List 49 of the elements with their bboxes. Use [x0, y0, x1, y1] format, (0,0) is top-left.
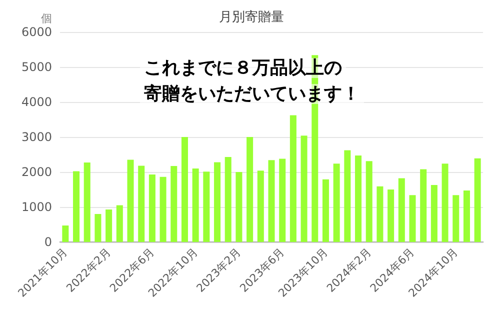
- bar: [138, 166, 145, 242]
- bar: [214, 162, 221, 242]
- bar: [398, 178, 405, 242]
- chart-title: 月別寄贈量: [219, 9, 284, 25]
- bar: [300, 136, 308, 242]
- bar: [322, 179, 329, 242]
- annotation: 寄贈をいただいています！: [144, 84, 360, 104]
- bar: [355, 156, 362, 242]
- bar: [84, 162, 90, 242]
- bar: [474, 158, 481, 242]
- bar: [224, 156, 232, 242]
- bar: [160, 176, 166, 242]
- bar: [409, 195, 416, 242]
- bar: [388, 190, 394, 242]
- bar: [192, 168, 199, 242]
- y-tick-label: 4000: [21, 95, 52, 109]
- bar: [203, 172, 210, 242]
- bar: [279, 158, 286, 242]
- bar: [170, 166, 178, 242]
- bar: [257, 170, 264, 242]
- bar: [246, 137, 254, 242]
- bar: [148, 174, 156, 242]
- bar: [442, 164, 448, 242]
- bar: [116, 205, 123, 242]
- bar: [62, 226, 69, 242]
- bar: [73, 171, 80, 242]
- y-axis-title: 個: [41, 12, 52, 25]
- bar: [333, 164, 340, 242]
- bar: [376, 186, 384, 242]
- y-tick-label: 1000: [21, 200, 52, 214]
- bar: [430, 184, 438, 242]
- bar: [127, 160, 134, 242]
- y-tick-label: 0: [44, 235, 52, 249]
- bar: [268, 160, 275, 242]
- bar: [420, 169, 427, 242]
- bar: [366, 161, 372, 242]
- bar: [463, 190, 470, 242]
- bar: [290, 115, 296, 242]
- bar: [452, 195, 460, 242]
- y-tick-label: 3000: [21, 130, 52, 144]
- bar: [106, 209, 112, 242]
- bar: [181, 137, 188, 242]
- y-tick-label: 6000: [21, 25, 52, 39]
- bar: [236, 172, 242, 242]
- bar: [344, 150, 351, 242]
- y-tick-label: 2000: [21, 165, 52, 179]
- bar: [94, 214, 102, 242]
- annotation: これまでに８万品以上の: [144, 58, 342, 78]
- y-tick-label: 5000: [21, 60, 52, 74]
